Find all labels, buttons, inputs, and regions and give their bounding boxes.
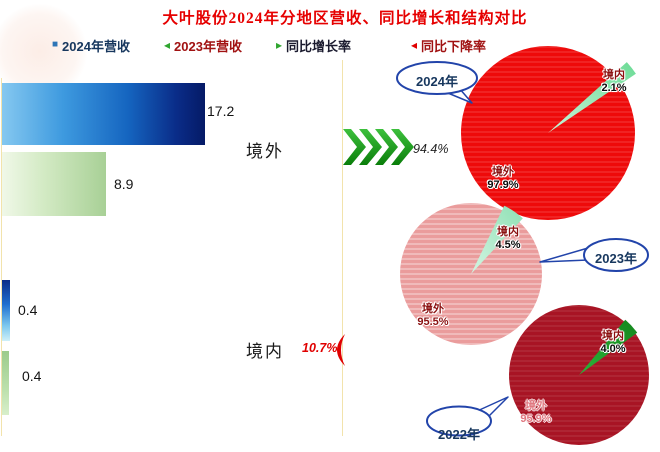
bar-value-label: 0.4	[18, 302, 38, 318]
pie-2024	[461, 46, 636, 220]
legend-item-decline-rate: ◂ 同比下降率	[411, 37, 487, 54]
legend-item-growth-rate: ▸ 同比增长率	[276, 37, 352, 54]
bar-2024-domestic	[2, 280, 10, 341]
callout-year-label: 2023年	[595, 251, 637, 266]
legend-item-2024: ■ 2024年营收	[52, 37, 130, 54]
legend-item-2023: ◂ 2023年营收	[164, 37, 242, 54]
callout-2024	[396, 61, 478, 104]
callout-year-label: 2022年	[438, 427, 480, 442]
decline-rate-value: 10.7%	[302, 341, 338, 355]
bar-2023-domestic	[2, 351, 9, 415]
bar-value-label: 8.9	[114, 176, 134, 192]
bar-value-label: 0.4	[22, 368, 42, 384]
pie-slice-label: 境内 4.5%	[495, 226, 521, 251]
square-marker-icon: ■	[52, 39, 59, 50]
pie-2023	[400, 203, 542, 345]
bar-value-label: 17.2	[207, 103, 235, 119]
growth-rate-value: 94.4%	[413, 142, 449, 156]
arrow-left-icon: ◂	[411, 38, 418, 52]
bar-2024-overseas	[2, 83, 205, 145]
value-axis-line	[1, 78, 2, 436]
category-label-domestic: 境内	[246, 342, 284, 361]
gridline	[342, 60, 343, 436]
callout-2023	[539, 238, 649, 272]
decline-crescent-icon	[337, 334, 345, 366]
pie-slice-label: 境内 2.1%	[601, 69, 627, 94]
pie-slice-label: 境外 95.5%	[417, 303, 449, 328]
chart-title: 大叶股份2024年分地区营收、同比增长和结构对比	[162, 10, 528, 27]
pie-slice-label: 境外 97.9%	[487, 166, 519, 191]
legend-label: 同比增长率	[286, 38, 352, 54]
callout-2022	[426, 396, 509, 437]
pie-slice-label: 境外 95.9%	[520, 400, 552, 425]
callout-year-label: 2024年	[416, 74, 458, 89]
growth-arrows-icon	[343, 129, 414, 165]
category-label-overseas: 境外	[246, 142, 284, 161]
bar-2023-overseas	[2, 152, 106, 216]
arrow-right-icon: ▸	[276, 38, 283, 52]
triangle-left-icon: ◂	[164, 38, 171, 52]
legend-label: 同比下降率	[421, 38, 487, 54]
pie-slice-label: 境内 4.0%	[600, 330, 626, 355]
legend-label: 2023年营收	[174, 38, 242, 54]
pie-2022	[509, 305, 649, 445]
legend-label: 2024年营收	[62, 38, 130, 54]
